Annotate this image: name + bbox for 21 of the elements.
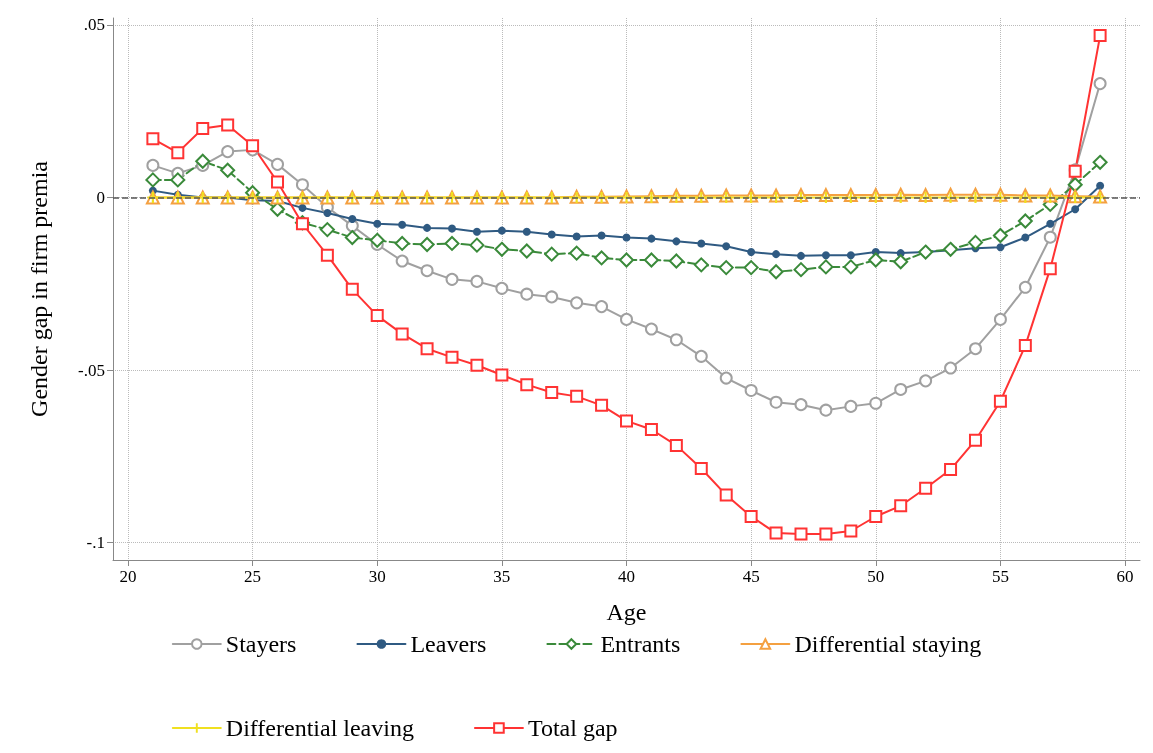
y-tick-label: -.05 (78, 360, 105, 380)
y-axis-title: Gender gap in firm premia (26, 160, 52, 417)
legend-label: Differential staying (794, 631, 982, 657)
y-tick-label: -.1 (86, 533, 105, 553)
y-tick-label: .05 (83, 15, 105, 35)
x-tick-label: 35 (493, 567, 511, 586)
x-tick-label: 40 (618, 567, 635, 586)
y-tick-label: 0 (96, 188, 105, 208)
x-tick-label: 45 (742, 567, 760, 586)
x-tick-label: 50 (867, 567, 885, 586)
x-tick-label: 20 (119, 567, 137, 586)
legend-label: Total gap (527, 715, 618, 741)
x-tick-label: 60 (1116, 567, 1134, 586)
x-tick-label: 30 (368, 567, 386, 586)
x-axis-title: Age (606, 599, 647, 625)
legend-label: Entrants (600, 631, 681, 657)
legend-label: Stayers (225, 631, 297, 657)
legend-label: Leavers (410, 631, 487, 657)
legend-label: Differential leaving (225, 715, 414, 741)
x-tick-label: 55 (991, 567, 1009, 586)
x-tick-label: 25 (244, 567, 262, 586)
